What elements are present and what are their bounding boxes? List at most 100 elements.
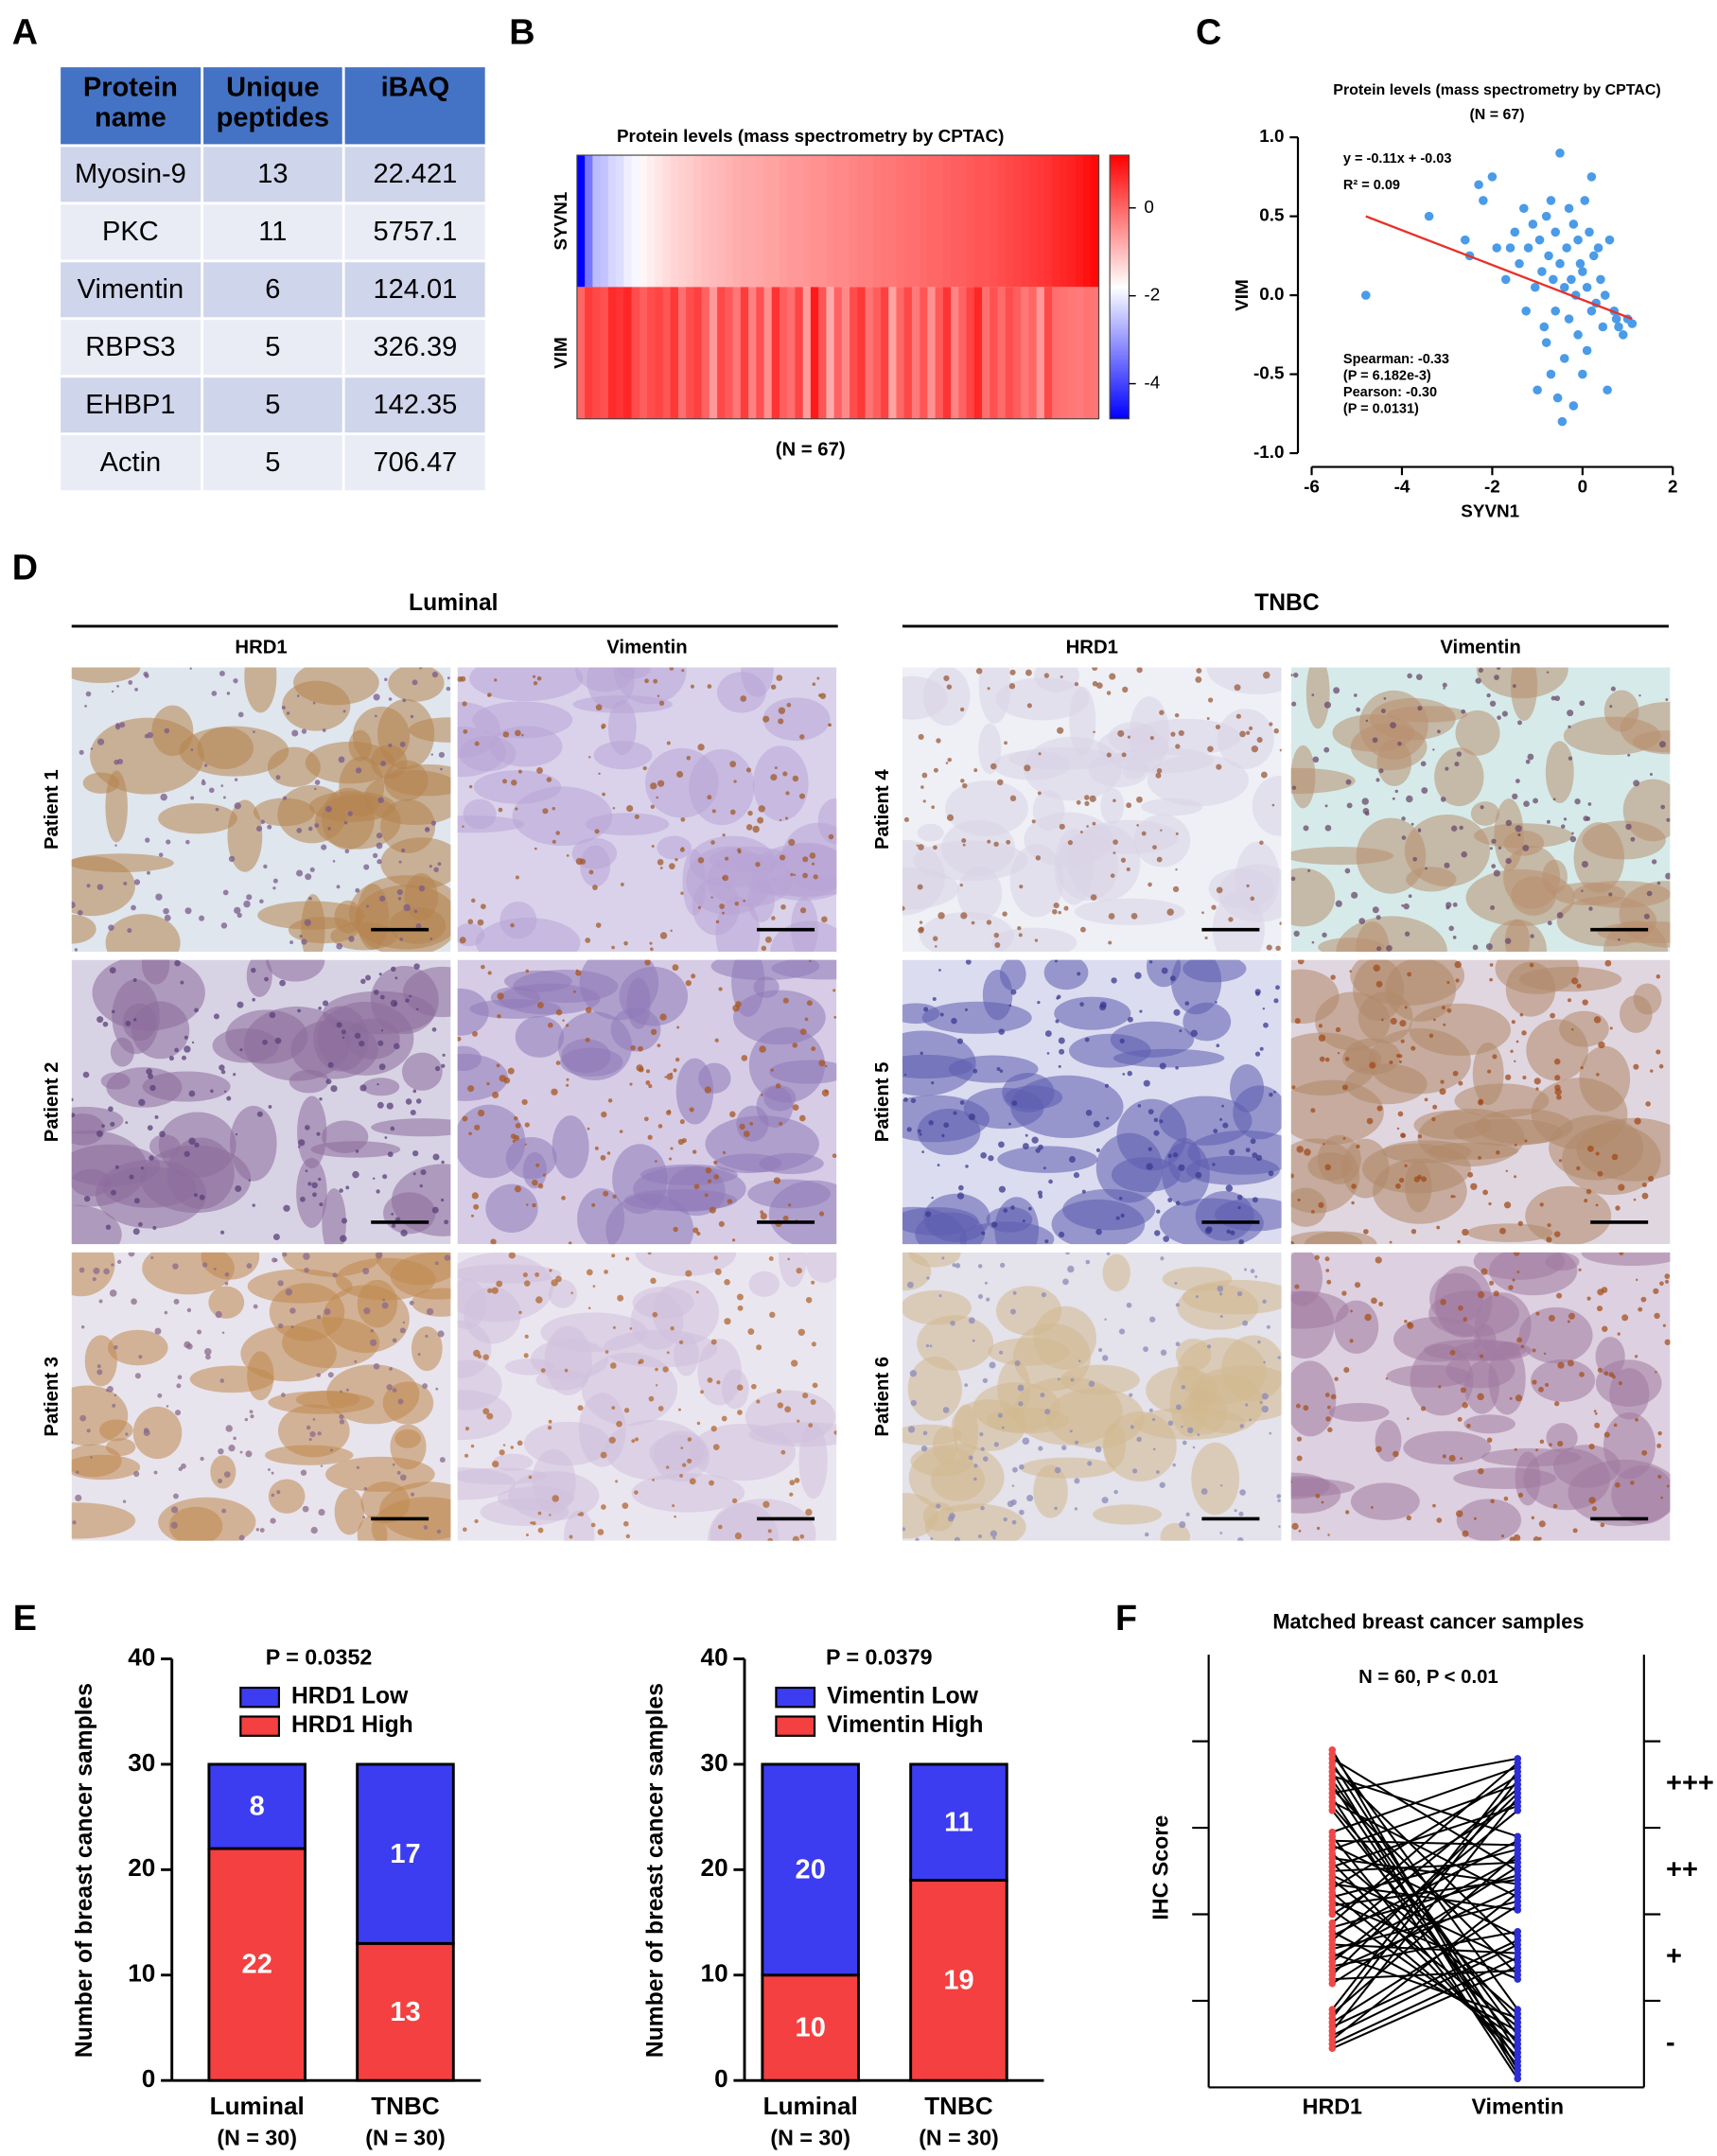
cell bbox=[1017, 925, 1022, 931]
tissue bbox=[98, 1419, 133, 1442]
cell bbox=[1453, 1195, 1456, 1199]
y-tick-label: 0.0 bbox=[1259, 284, 1284, 304]
cell bbox=[486, 1412, 494, 1420]
cell bbox=[1413, 1176, 1421, 1183]
cell bbox=[687, 1437, 692, 1442]
pair-line bbox=[1332, 1930, 1518, 1968]
panel-label: C bbox=[1196, 11, 1221, 51]
cell bbox=[1311, 693, 1315, 696]
cell bbox=[184, 907, 192, 915]
cell bbox=[1588, 906, 1593, 911]
cell bbox=[794, 1477, 800, 1483]
tissue bbox=[1146, 959, 1182, 988]
cell bbox=[1513, 1534, 1521, 1541]
cell bbox=[457, 1036, 462, 1042]
scatter-point bbox=[1551, 227, 1561, 237]
cell bbox=[235, 1132, 238, 1136]
cell bbox=[713, 1255, 718, 1260]
cell bbox=[339, 1419, 345, 1425]
tissue bbox=[1252, 775, 1282, 836]
cell bbox=[1578, 1268, 1582, 1271]
score-point bbox=[1514, 1888, 1522, 1897]
cell bbox=[1325, 1269, 1330, 1272]
cell bbox=[938, 1293, 942, 1298]
x-tick-label: 0 bbox=[1578, 476, 1588, 496]
cell bbox=[1619, 1252, 1624, 1256]
cell bbox=[1057, 1377, 1060, 1381]
cell bbox=[1364, 1313, 1372, 1322]
tissue bbox=[1020, 1457, 1116, 1479]
cell bbox=[514, 1185, 522, 1193]
cell bbox=[1554, 1088, 1562, 1096]
cell bbox=[1664, 1273, 1671, 1279]
tissue bbox=[762, 697, 831, 742]
cell bbox=[138, 1098, 146, 1107]
cell bbox=[1269, 722, 1273, 727]
pair-line bbox=[1331, 1939, 1518, 2028]
cell bbox=[806, 1000, 813, 1007]
cell bbox=[1245, 1148, 1251, 1153]
cell bbox=[1491, 838, 1497, 844]
cell bbox=[523, 1353, 529, 1358]
cell bbox=[1143, 1346, 1148, 1352]
scatter-point bbox=[1555, 149, 1565, 158]
cell bbox=[932, 936, 938, 941]
cell bbox=[386, 1102, 394, 1110]
tissue bbox=[485, 1183, 538, 1233]
cell bbox=[1514, 1144, 1517, 1147]
cell bbox=[715, 920, 720, 924]
cell bbox=[1515, 1394, 1523, 1402]
heatmap-cell bbox=[942, 287, 952, 419]
cell bbox=[515, 1122, 521, 1129]
cell bbox=[1459, 825, 1463, 831]
cell bbox=[936, 1503, 941, 1509]
cell bbox=[1111, 977, 1117, 984]
cell bbox=[1633, 780, 1640, 787]
cell bbox=[1263, 671, 1270, 679]
cell bbox=[697, 857, 705, 864]
cell bbox=[402, 1321, 406, 1324]
tissue bbox=[492, 1453, 534, 1471]
cell bbox=[447, 676, 450, 680]
cell bbox=[910, 1399, 918, 1407]
cell bbox=[190, 748, 194, 751]
legend-swatch bbox=[239, 1686, 281, 1709]
cell bbox=[239, 1450, 243, 1454]
cell bbox=[115, 723, 120, 727]
cell bbox=[597, 1529, 604, 1535]
x-axis-label: SYVN1 bbox=[1461, 500, 1519, 520]
cell bbox=[119, 722, 126, 728]
cell bbox=[79, 1267, 85, 1273]
cell bbox=[697, 905, 701, 909]
cell bbox=[467, 1085, 475, 1093]
cell bbox=[978, 1534, 982, 1539]
cell bbox=[1594, 1422, 1601, 1429]
heatmap-cell bbox=[592, 155, 602, 288]
tissue bbox=[380, 798, 436, 853]
cell bbox=[729, 761, 737, 768]
cell bbox=[657, 1124, 663, 1129]
cell bbox=[1549, 1443, 1552, 1446]
cell bbox=[96, 1364, 101, 1369]
cell bbox=[191, 1041, 195, 1044]
y-tick-label: 10 bbox=[701, 1959, 728, 1988]
annotation: R² = 0.09 bbox=[1343, 178, 1400, 193]
cell bbox=[926, 1276, 930, 1280]
score-point bbox=[1514, 1863, 1522, 1870]
tissue bbox=[907, 1356, 962, 1421]
heatmap-cell bbox=[787, 155, 797, 288]
cell bbox=[971, 920, 975, 925]
cell bbox=[1200, 1488, 1208, 1495]
cell bbox=[1490, 1499, 1495, 1504]
cell bbox=[534, 847, 537, 850]
cell bbox=[1503, 1496, 1509, 1501]
cell bbox=[1113, 839, 1118, 845]
cell bbox=[1475, 677, 1481, 684]
heatmap-cell bbox=[732, 287, 742, 419]
cell bbox=[1512, 1278, 1516, 1282]
cell bbox=[1252, 1152, 1258, 1159]
cell bbox=[521, 733, 524, 737]
heatmap-cell bbox=[1021, 287, 1030, 419]
cell bbox=[339, 1414, 344, 1420]
cell bbox=[1556, 1292, 1563, 1299]
